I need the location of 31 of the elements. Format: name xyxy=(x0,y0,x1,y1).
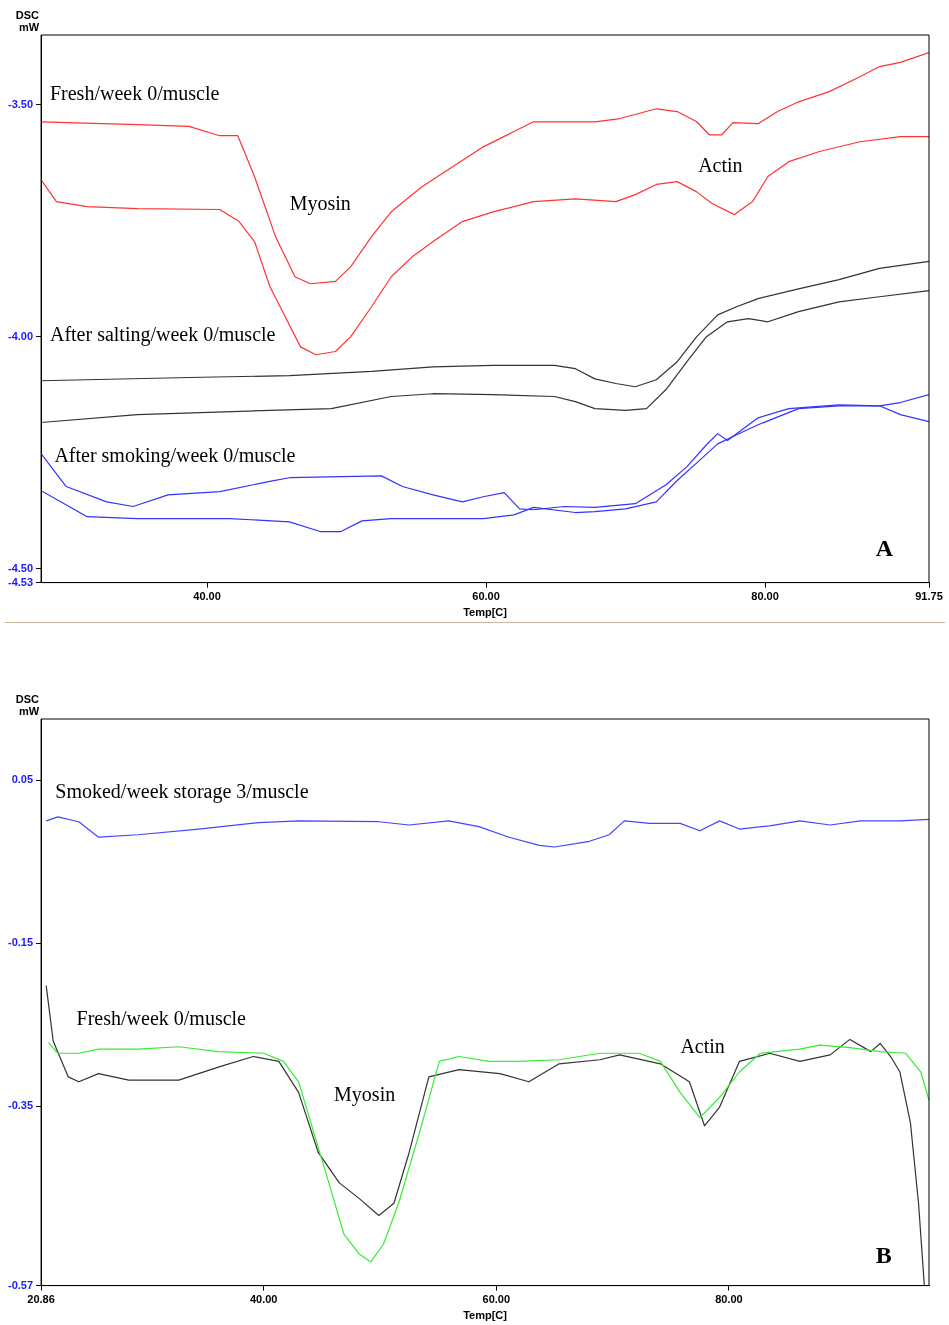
x-tick-label: 91.75 xyxy=(915,590,943,603)
y-axis-title: DSC mW xyxy=(15,692,40,717)
y-tick-label: -0.35 xyxy=(7,1099,34,1112)
y-tick-label: -4.53 xyxy=(7,575,34,588)
y-tick-label: -3.50 xyxy=(7,97,34,110)
x-tick-label: 40.00 xyxy=(249,1293,278,1306)
annotation: Fresh/week 0/muscle xyxy=(76,1006,247,1029)
x-axis-title: Temp[C] xyxy=(463,606,508,619)
x-tick-label: 80.00 xyxy=(715,1293,743,1306)
annotation: Actin xyxy=(698,153,743,176)
y-tick-label: -4.50 xyxy=(7,561,34,574)
x-tick-label: 60.00 xyxy=(472,590,500,603)
y-axis-title: DSC mW xyxy=(15,8,40,33)
annotation: B xyxy=(875,1242,892,1269)
y-tick-label: -0.15 xyxy=(7,936,34,949)
x-tick-label: 40.00 xyxy=(193,590,221,603)
x-tick-label: 80.00 xyxy=(751,590,779,603)
y-tick-label: -0.57 xyxy=(7,1278,34,1291)
annotation: After salting/week 0/muscle xyxy=(49,323,276,347)
annotation: Fresh/week 0/muscle xyxy=(49,82,220,105)
annotation: Smoked/week storage 3/muscle xyxy=(55,779,309,803)
x-axis-title: Temp[C] xyxy=(463,1309,508,1322)
x-tick-label: 20.86 xyxy=(27,1293,55,1306)
annotation: A xyxy=(875,534,894,561)
y-tick-label: 0.05 xyxy=(11,773,34,786)
annotation: Actin xyxy=(680,1034,725,1057)
y-tick-label: -4.00 xyxy=(7,329,34,342)
annotation: Myosin xyxy=(289,192,351,216)
x-tick-label: 60.00 xyxy=(482,1293,511,1306)
annotation: After smoking/week 0/muscle xyxy=(54,443,296,467)
annotation: Myosin xyxy=(334,1083,396,1107)
